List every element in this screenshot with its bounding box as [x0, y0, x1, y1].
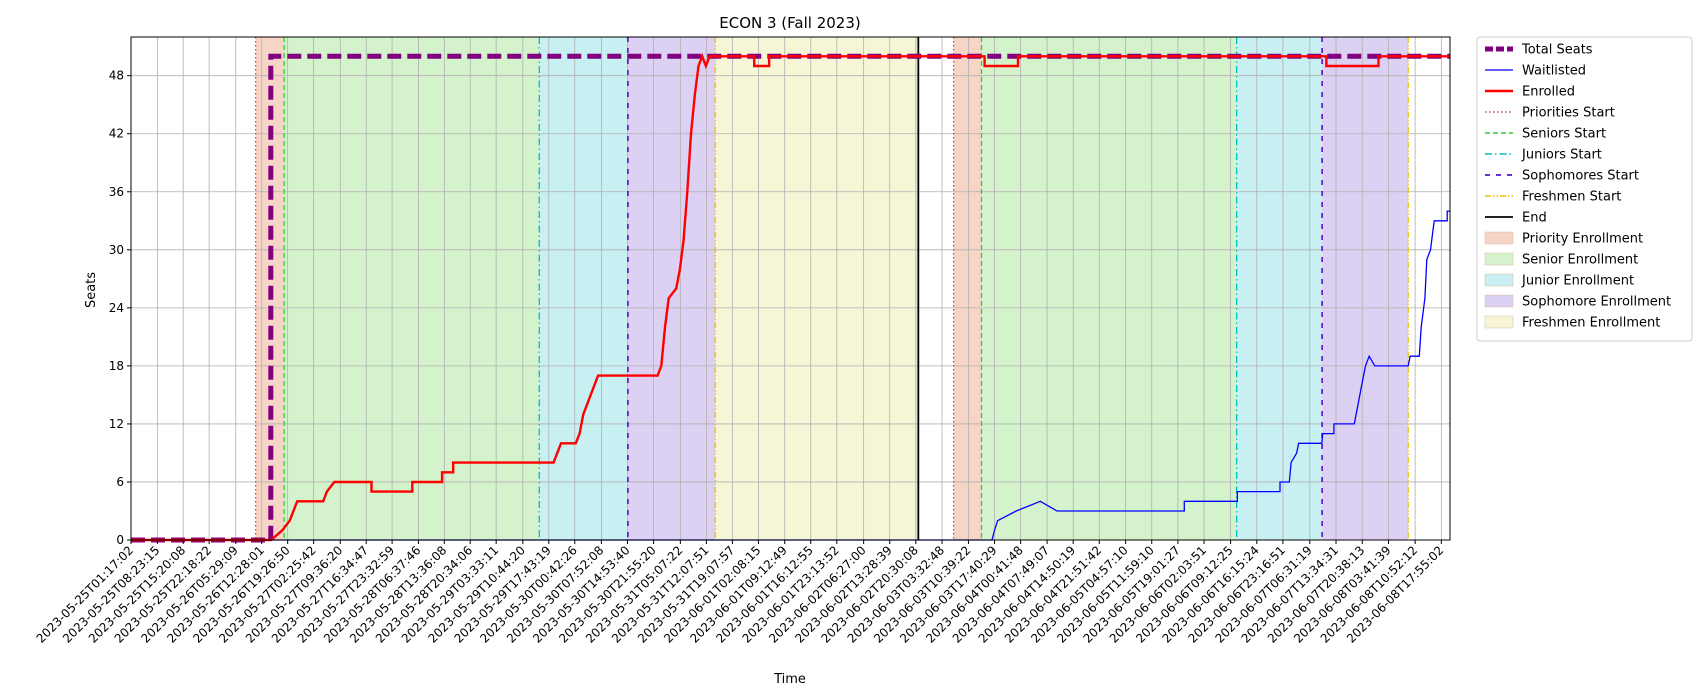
region-band [284, 37, 540, 540]
plot-frame [130, 36, 1451, 541]
legend-label: Total Seats [1521, 43, 1593, 58]
series-line-enrolled [131, 52, 1450, 542]
y-tick-label: 48 [109, 69, 124, 83]
series-line-waitlisted [131, 210, 1450, 541]
legend-swatch [1484, 252, 1514, 266]
y-tick-label: 12 [109, 417, 124, 431]
legend-box [1476, 36, 1693, 342]
legend-label: Sophomores Start [1522, 169, 1639, 184]
legend: Total Seats Waitlisted Enrolled Priorities … [1476, 36, 1693, 342]
legend-label: Seniors Start [1522, 127, 1606, 142]
region-band [539, 37, 628, 540]
legend-label: Junior Enrollment [1521, 274, 1634, 289]
legend-swatch [1484, 273, 1514, 287]
legend-label: Waitlisted [1522, 64, 1586, 79]
region-band [715, 37, 919, 540]
legend-label: Enrolled [1522, 85, 1575, 100]
y-tick-label: 6 [116, 475, 124, 489]
chart-title: ECON 3 (Fall 2023) [719, 14, 860, 32]
legend-swatch [1484, 231, 1514, 245]
y-tick-label: 30 [109, 243, 124, 257]
legend-label: End [1522, 211, 1547, 226]
y-axis: 0 6 12 18 24 30 36 42 48 [109, 69, 131, 547]
phase-lines [255, 37, 1409, 540]
y-tick-label: 24 [109, 301, 124, 315]
y-tick-label: 0 [116, 533, 124, 547]
enrollment-regions [255, 37, 1409, 540]
x-axis-label: Time [773, 672, 806, 687]
legend-label: Priorities Start [1522, 106, 1615, 121]
region-band [953, 37, 982, 540]
region-band [1236, 37, 1323, 540]
region-band [981, 37, 1237, 540]
region-band [1322, 37, 1409, 540]
legend-label: Senior Enrollment [1522, 253, 1638, 268]
legend-label: Freshmen Enrollment [1522, 316, 1660, 331]
y-tick-label: 42 [109, 127, 124, 141]
legend-label: Sophomore Enrollment [1522, 295, 1671, 310]
legend-label: Freshmen Start [1522, 190, 1621, 205]
y-axis-label: Seats [84, 272, 99, 308]
legend-swatch [1484, 315, 1514, 329]
legend-label: Juniors Start [1521, 148, 1602, 163]
legend-label: Priority Enrollment [1522, 232, 1643, 247]
y-tick-label: 36 [109, 185, 124, 199]
y-tick-label: 18 [109, 359, 124, 373]
legend-swatch [1484, 294, 1514, 308]
x-axis: 2023-05-25T01:17:022023-05-25T08:23:1520… [34, 540, 1446, 646]
region-band [627, 37, 716, 540]
